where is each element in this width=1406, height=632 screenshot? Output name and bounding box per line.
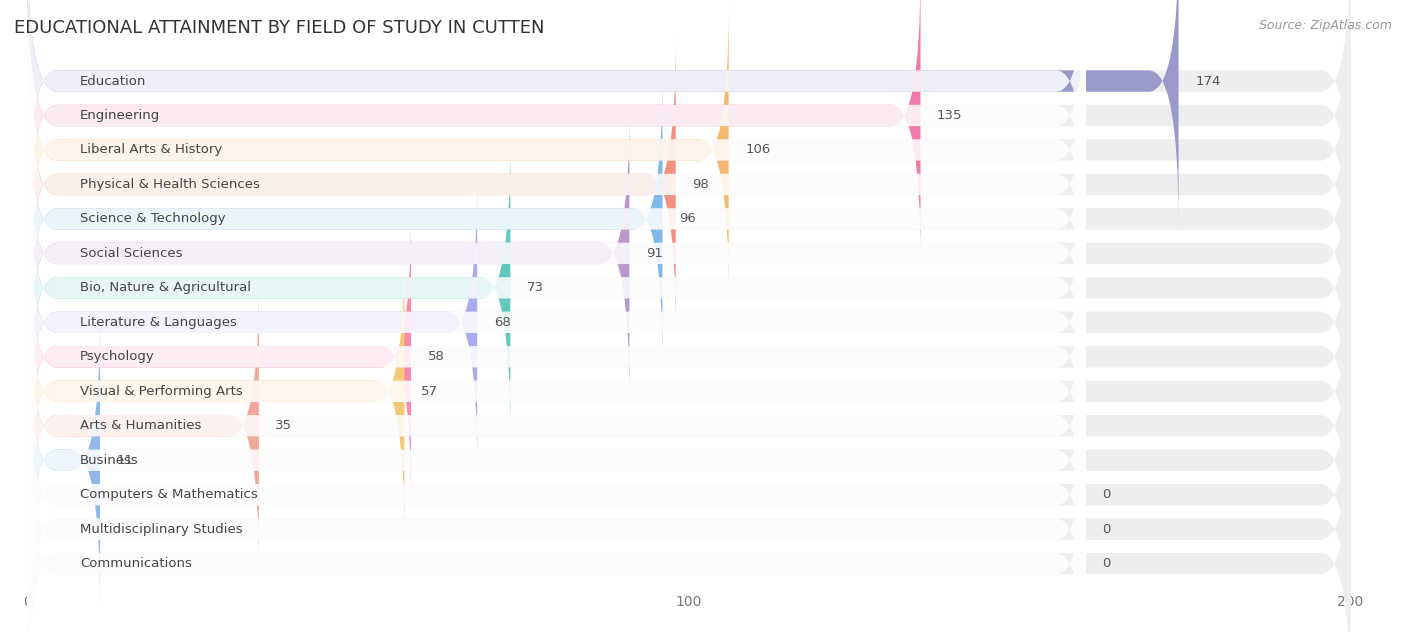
Text: Physical & Health Sciences: Physical & Health Sciences [80,178,260,191]
FancyBboxPatch shape [27,6,728,295]
FancyBboxPatch shape [27,316,100,605]
Text: 68: 68 [494,316,510,329]
FancyBboxPatch shape [27,178,1351,467]
FancyBboxPatch shape [27,6,1085,295]
FancyBboxPatch shape [27,109,1085,398]
Text: 0: 0 [1102,557,1111,570]
Text: Liberal Arts & History: Liberal Arts & History [80,143,222,157]
Text: Education: Education [80,75,146,87]
FancyBboxPatch shape [27,40,1351,329]
FancyBboxPatch shape [27,75,662,363]
FancyBboxPatch shape [27,212,1085,501]
FancyBboxPatch shape [27,6,1351,295]
Text: Arts & Humanities: Arts & Humanities [80,419,201,432]
Text: 58: 58 [427,350,444,363]
Text: Engineering: Engineering [80,109,160,122]
FancyBboxPatch shape [27,109,1351,398]
FancyBboxPatch shape [27,178,477,467]
Text: Bio, Nature & Agricultural: Bio, Nature & Agricultural [80,281,252,295]
FancyBboxPatch shape [27,419,1085,632]
Text: 0: 0 [1102,523,1111,536]
Text: Multidisciplinary Studies: Multidisciplinary Studies [80,523,243,536]
Text: 98: 98 [692,178,709,191]
FancyBboxPatch shape [27,0,1351,260]
FancyBboxPatch shape [27,143,1085,432]
FancyBboxPatch shape [27,40,676,329]
Text: Psychology: Psychology [80,350,155,363]
FancyBboxPatch shape [27,212,1351,501]
FancyBboxPatch shape [27,316,1351,605]
FancyBboxPatch shape [27,350,1085,632]
Text: 135: 135 [936,109,963,122]
FancyBboxPatch shape [27,143,510,432]
FancyBboxPatch shape [27,75,1351,363]
FancyBboxPatch shape [27,385,1351,632]
Text: Computers & Mathematics: Computers & Mathematics [80,488,257,501]
FancyBboxPatch shape [27,419,1351,632]
Text: 73: 73 [527,281,544,295]
Text: Source: ZipAtlas.com: Source: ZipAtlas.com [1258,19,1392,32]
Text: 35: 35 [276,419,292,432]
FancyBboxPatch shape [27,109,630,398]
FancyBboxPatch shape [27,281,1351,570]
FancyBboxPatch shape [27,281,259,570]
FancyBboxPatch shape [27,247,405,536]
Text: 96: 96 [679,212,696,226]
FancyBboxPatch shape [27,0,921,260]
Text: Business: Business [80,454,139,466]
FancyBboxPatch shape [27,247,1351,536]
FancyBboxPatch shape [27,316,1085,605]
Text: Social Sciences: Social Sciences [80,247,183,260]
FancyBboxPatch shape [27,0,1085,226]
FancyBboxPatch shape [27,178,1085,467]
FancyBboxPatch shape [27,350,1351,632]
Text: Visual & Performing Arts: Visual & Performing Arts [80,385,243,398]
FancyBboxPatch shape [27,212,411,501]
Text: 106: 106 [745,143,770,157]
Text: Literature & Languages: Literature & Languages [80,316,238,329]
FancyBboxPatch shape [27,0,1085,260]
Text: EDUCATIONAL ATTAINMENT BY FIELD OF STUDY IN CUTTEN: EDUCATIONAL ATTAINMENT BY FIELD OF STUDY… [14,19,544,37]
Text: 57: 57 [420,385,439,398]
Text: Communications: Communications [80,557,193,570]
Text: 0: 0 [1102,488,1111,501]
FancyBboxPatch shape [27,40,1085,329]
Text: 11: 11 [117,454,134,466]
Text: 91: 91 [645,247,662,260]
FancyBboxPatch shape [27,0,1351,226]
FancyBboxPatch shape [27,75,1085,363]
FancyBboxPatch shape [27,0,1178,226]
FancyBboxPatch shape [27,385,1085,632]
FancyBboxPatch shape [27,143,1351,432]
FancyBboxPatch shape [27,281,1085,570]
Text: Science & Technology: Science & Technology [80,212,226,226]
FancyBboxPatch shape [27,247,1085,536]
Text: 174: 174 [1195,75,1220,87]
